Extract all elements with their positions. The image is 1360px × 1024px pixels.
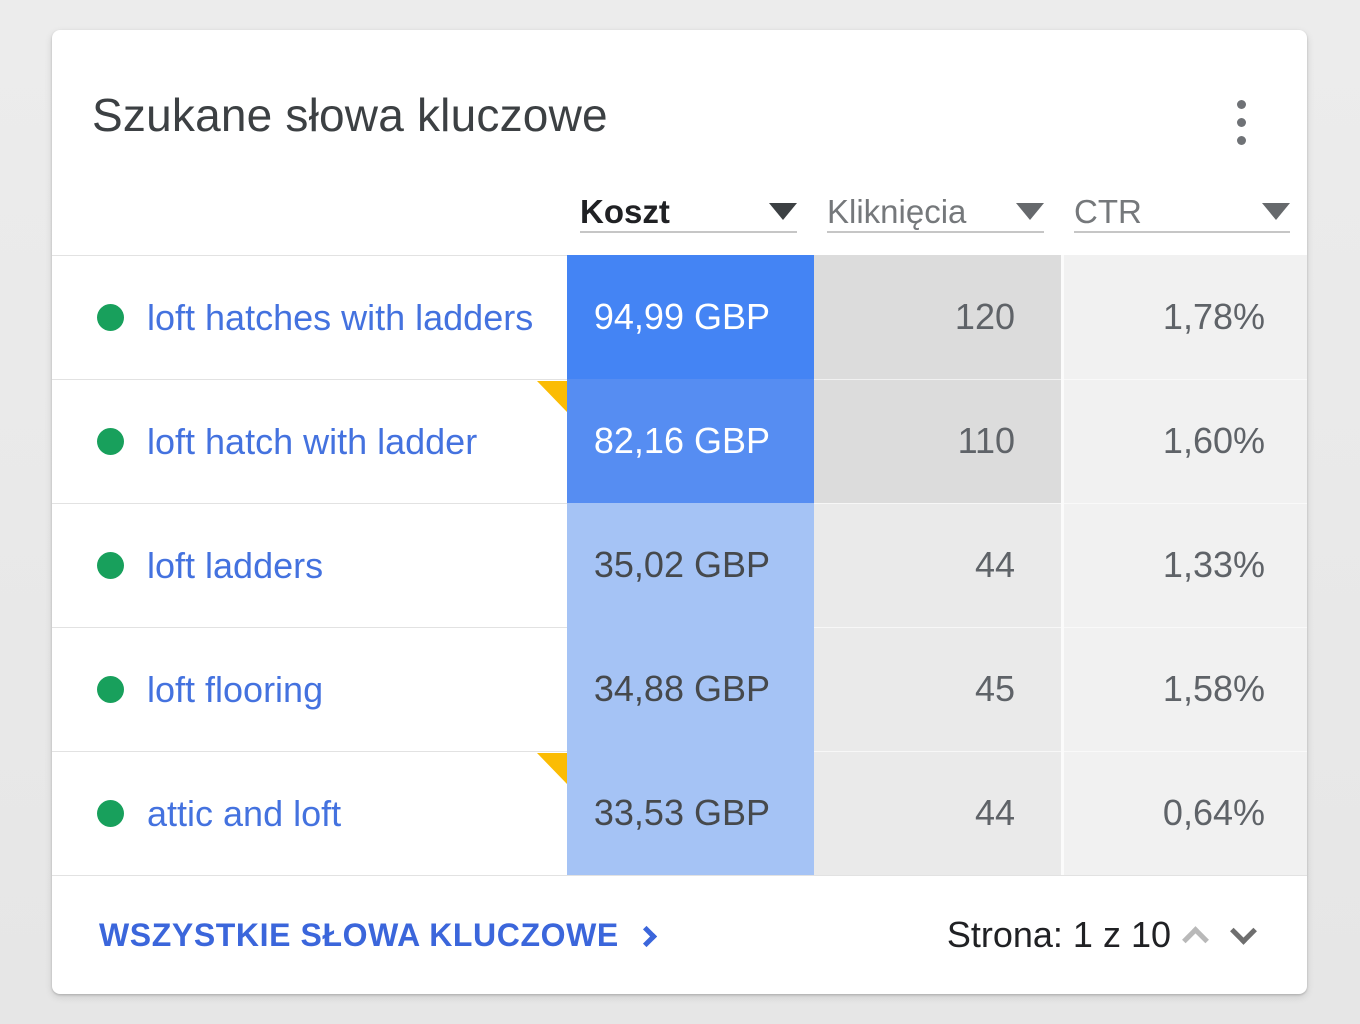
card-header: Szukane słowa kluczowe	[52, 30, 1307, 180]
chevron-right-icon	[635, 925, 657, 947]
page-indicator: Strona: 1 z 10	[946, 914, 1171, 955]
card-footer: WSZYSTKIE SŁOWA KLUCZOWE Strona: 1 z 10	[52, 875, 1307, 994]
column-header-klikniecia[interactable]: Kliknięcia	[827, 192, 1044, 233]
table-row: loft flooring 34,88 GBP 45 1,58%	[52, 627, 1307, 751]
ctr-cell: 1,33%	[1061, 503, 1307, 627]
table-row: loft hatches with ladders 94,99 GBP 120 1,7…	[52, 255, 1307, 379]
status-dot-icon	[97, 304, 124, 331]
table-body: loft hatches with ladders 94,99 GBP 120 1,7…	[52, 255, 1307, 875]
next-page-button[interactable]	[1219, 911, 1267, 959]
note-corner-icon	[537, 381, 567, 412]
clicks-cell: 110	[814, 379, 1061, 503]
status-dot-icon	[97, 552, 124, 579]
column-header-koszt[interactable]: Koszt	[580, 192, 797, 233]
cost-cell: 33,53 GBP	[567, 751, 814, 875]
status-dot-icon	[97, 428, 124, 455]
chevron-up-icon	[1181, 925, 1209, 953]
clicks-cell: 44	[814, 503, 1061, 627]
column-header-label: Koszt	[580, 192, 670, 230]
ctr-cell: 1,58%	[1061, 627, 1307, 751]
column-header-ctr[interactable]: CTR	[1074, 192, 1290, 233]
status-dot-icon	[97, 800, 124, 827]
keyword-cell: loft ladders	[52, 503, 567, 627]
ctr-cell: 1,78%	[1061, 255, 1307, 379]
clicks-cell: 45	[814, 627, 1061, 751]
pagination: Strona: 1 z 10	[947, 911, 1267, 959]
keyword-cell: loft hatches with ladders	[52, 255, 567, 379]
keyword-link[interactable]: loft hatch with ladder	[147, 420, 478, 462]
table-row: loft hatch with ladder 82,16 GBP 110 1,60%	[52, 379, 1307, 503]
cost-cell: 82,16 GBP	[567, 379, 814, 503]
chevron-down-icon	[1229, 917, 1257, 945]
column-header-label: CTR	[1074, 192, 1142, 230]
sort-arrow-icon	[1016, 203, 1044, 220]
card-title: Szukane słowa kluczowe	[92, 89, 608, 141]
table-row: loft ladders 35,02 GBP 44 1,33%	[52, 503, 1307, 627]
all-keywords-label: WSZYSTKIE SŁOWA KLUCZOWE	[99, 916, 619, 953]
keyword-column-spacer	[52, 192, 567, 255]
keyword-link[interactable]: loft flooring	[147, 668, 324, 710]
table-row: attic and loft 33,53 GBP 44 0,64%	[52, 751, 1307, 875]
kebab-menu-icon[interactable]	[1219, 92, 1263, 152]
clicks-cell: 120	[814, 255, 1061, 379]
keyword-cell: loft flooring	[52, 627, 567, 751]
keyword-link[interactable]: loft hatches with ladders	[147, 296, 534, 338]
keyword-link[interactable]: attic and loft	[147, 792, 342, 834]
cost-cell: 94,99 GBP	[567, 255, 814, 379]
previous-page-button[interactable]	[1171, 911, 1219, 959]
sort-arrow-icon	[769, 203, 797, 220]
keywords-card: Szukane słowa kluczowe Koszt Kliknięcia CT…	[52, 30, 1307, 994]
column-header-label: Kliknięcia	[827, 192, 967, 230]
note-corner-icon	[537, 753, 567, 784]
column-header-row: Koszt Kliknięcia CTR	[52, 180, 1307, 255]
status-dot-icon	[97, 676, 124, 703]
cost-cell: 34,88 GBP	[567, 627, 814, 751]
ctr-cell: 1,60%	[1061, 379, 1307, 503]
cost-cell: 35,02 GBP	[567, 503, 814, 627]
all-keywords-link[interactable]: WSZYSTKIE SŁOWA KLUCZOWE	[99, 916, 657, 954]
keyword-cell: attic and loft	[52, 751, 567, 875]
ctr-cell: 0,64%	[1061, 751, 1307, 875]
keyword-cell: loft hatch with ladder	[52, 379, 567, 503]
clicks-cell: 44	[814, 751, 1061, 875]
sort-arrow-icon	[1262, 203, 1290, 220]
keyword-link[interactable]: loft ladders	[147, 544, 324, 586]
